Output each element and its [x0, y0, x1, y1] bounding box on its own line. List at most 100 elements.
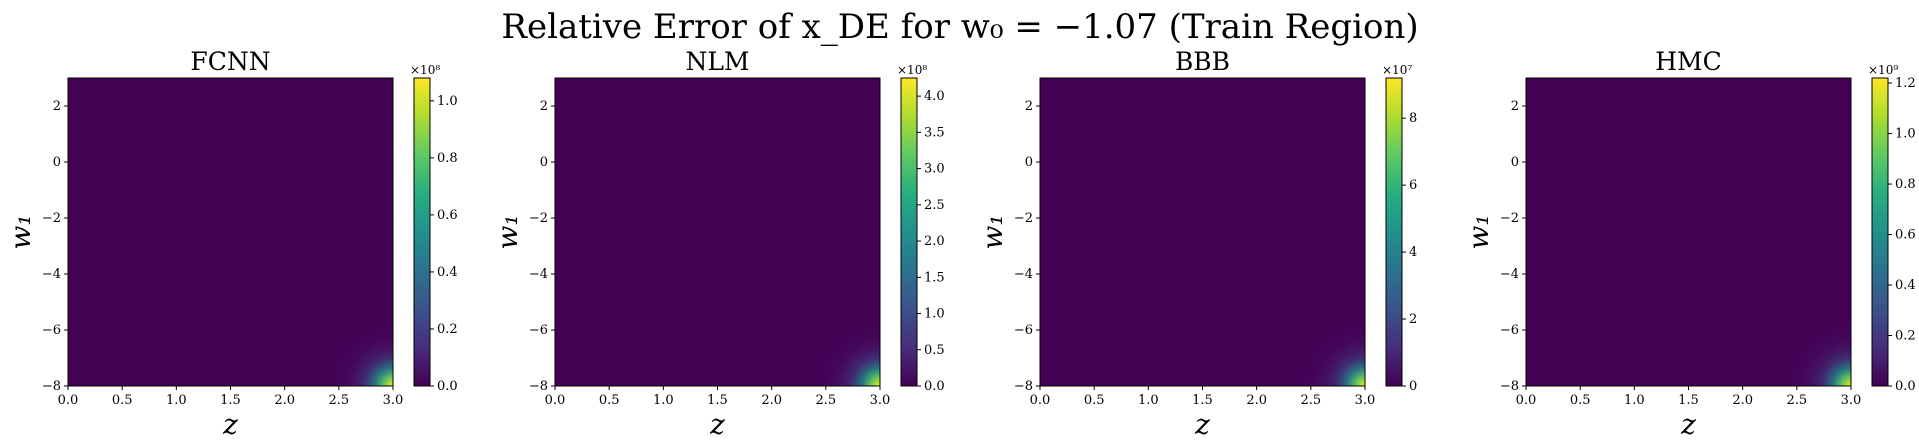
x-tick-label: 2.5 — [815, 393, 836, 408]
y-tick-label: 0 — [540, 155, 548, 170]
colorbar-tick-label: 0.6 — [1895, 228, 1916, 243]
colorbar-tick-label: 0.8 — [437, 151, 458, 166]
colorbar-tick-label: 2 — [1409, 312, 1417, 327]
panel-title: NLM — [685, 47, 749, 76]
colorbar-tick-label: 2.0 — [924, 234, 945, 249]
colorbar — [1385, 77, 1403, 387]
colorbar-tick-label: 3.5 — [924, 125, 945, 140]
colorbar-tick-label: 1.2 — [1895, 76, 1916, 91]
x-tick-label: 2.0 — [1246, 393, 1267, 408]
colorbar-tick-label: 0.4 — [437, 265, 458, 280]
colorbar-tick-label: 6 — [1409, 178, 1417, 193]
y-tick-label: −4 — [1500, 267, 1519, 282]
x-axis-label: z — [1680, 408, 1696, 441]
y-tick-label: −2 — [1500, 211, 1519, 226]
colorbar-tick-label: 1.0 — [437, 94, 458, 109]
x-tick-label: 1.0 — [1138, 393, 1159, 408]
x-tick-label: 0.0 — [1030, 393, 1051, 408]
heatmap-hotspot — [1295, 316, 1365, 386]
colorbar-exponent: ×10⁹ — [1868, 63, 1898, 77]
x-tick-label: 0.5 — [1084, 393, 1105, 408]
y-axis-label: w₁ — [4, 214, 37, 249]
x-axis-label: z — [709, 408, 725, 441]
colorbar-tick-label: 0.2 — [1895, 329, 1916, 344]
colorbar-tick-label: 4 — [1409, 245, 1417, 260]
y-tick-label: −8 — [1500, 379, 1519, 394]
x-tick-label: 0.0 — [58, 393, 79, 408]
x-tick-label: 1.5 — [1678, 393, 1699, 408]
colorbar-tick-label: 1.0 — [1895, 127, 1916, 142]
colorbar-tick-label: 0.4 — [1895, 278, 1916, 293]
colorbar-tick-label: 3.0 — [924, 162, 945, 177]
colorbar-exponent: ×10⁸ — [410, 63, 440, 77]
x-tick-label: 2.0 — [761, 393, 782, 408]
heatmap-hotspot — [810, 316, 880, 386]
panel-nlm: NLM 0.0 0.5 1.0 1.5 2.0 2.5 3.0 −8 −6 −4 −2 0 2 z w₁ 0.0… — [491, 47, 945, 441]
y-tick-label: −8 — [42, 379, 61, 394]
colorbar-tick-label: 2.5 — [924, 198, 945, 213]
y-tick-label: 2 — [1025, 99, 1033, 114]
x-tick-label: 2.5 — [1786, 393, 1807, 408]
x-tick-label: 3.0 — [1355, 393, 1376, 408]
panel-title: HMC — [1655, 47, 1722, 76]
y-tick-label: 2 — [1511, 99, 1519, 114]
x-tick-label: 0.0 — [545, 393, 566, 408]
y-tick-label: 0 — [1511, 155, 1519, 170]
colorbar — [1871, 77, 1889, 387]
y-tick-label: −6 — [42, 323, 61, 338]
panel-title: FCNN — [190, 47, 270, 76]
x-tick-label: 1.0 — [166, 393, 187, 408]
y-tick-label: −8 — [529, 379, 548, 394]
x-tick-label: 3.0 — [870, 393, 891, 408]
panel-bbb: BBB 0.0 0.5 1.0 1.5 2.0 2.5 3.0 −8 −6 −4 −2 0 2 z w₁ 0 2 4… — [976, 47, 1417, 441]
colorbar-exponent: ×10⁷ — [1382, 63, 1412, 77]
colorbar — [900, 77, 918, 387]
colorbar-tick-label: 0.0 — [1895, 379, 1916, 394]
y-tick-label: 0 — [53, 155, 61, 170]
colorbar — [413, 77, 431, 387]
y-tick-label: −6 — [1014, 323, 1033, 338]
y-tick-label: −4 — [529, 267, 548, 282]
x-tick-label: 2.5 — [328, 393, 349, 408]
y-tick-label: −2 — [42, 211, 61, 226]
x-tick-label: 0.5 — [599, 393, 620, 408]
y-tick-label: −2 — [529, 211, 548, 226]
colorbar-tick-label: 0.0 — [437, 379, 458, 394]
x-tick-label: 0.5 — [112, 393, 133, 408]
colorbar-tick-label: 0 — [1409, 379, 1417, 394]
y-axis-label: w₁ — [1462, 214, 1495, 249]
y-tick-label: 2 — [540, 99, 548, 114]
x-tick-label: 1.5 — [707, 393, 728, 408]
x-tick-label: 2.0 — [274, 393, 295, 408]
heatmap-hotspot — [323, 316, 393, 386]
x-tick-label: 3.0 — [1841, 393, 1862, 408]
colorbar-tick-label: 1.5 — [924, 270, 945, 285]
y-tick-label: −6 — [529, 323, 548, 338]
y-axis-label: w₁ — [976, 214, 1009, 249]
y-tick-label: −8 — [1014, 379, 1033, 394]
x-tick-label: 0.5 — [1570, 393, 1591, 408]
colorbar-tick-label: 0.0 — [924, 379, 945, 394]
colorbar-tick-label: 8 — [1409, 111, 1417, 126]
x-tick-label: 1.0 — [1624, 393, 1645, 408]
x-tick-label: 2.5 — [1300, 393, 1321, 408]
y-tick-label: 2 — [53, 99, 61, 114]
x-tick-label: 3.0 — [383, 393, 404, 408]
x-tick-label: 1.0 — [653, 393, 674, 408]
x-tick-label: 1.5 — [220, 393, 241, 408]
figure-title: Relative Error of x_DE for w₀ = −1.07 (T… — [501, 7, 1418, 47]
colorbar-exponent: ×10⁸ — [897, 63, 927, 77]
colorbar-tick-label: 0.8 — [1895, 177, 1916, 192]
colorbar-tick-label: 4.0 — [924, 89, 945, 104]
colorbar-tick-label: 1.0 — [924, 307, 945, 322]
x-axis-label: z — [222, 408, 238, 441]
x-tick-label: 0.0 — [1516, 393, 1537, 408]
y-tick-label: −4 — [1014, 267, 1033, 282]
y-tick-label: −4 — [42, 267, 61, 282]
y-axis-label: w₁ — [491, 214, 524, 249]
y-tick-label: −2 — [1014, 211, 1033, 226]
panel-fcnn: FCNN 0.0 0.5 1.0 1.5 2.0 2.5 3.0 −8 −6 −4 −2 0 2 z w₁ 0.… — [4, 47, 458, 441]
y-tick-label: −6 — [1500, 323, 1519, 338]
colorbar-tick-label: 0.2 — [437, 322, 458, 337]
